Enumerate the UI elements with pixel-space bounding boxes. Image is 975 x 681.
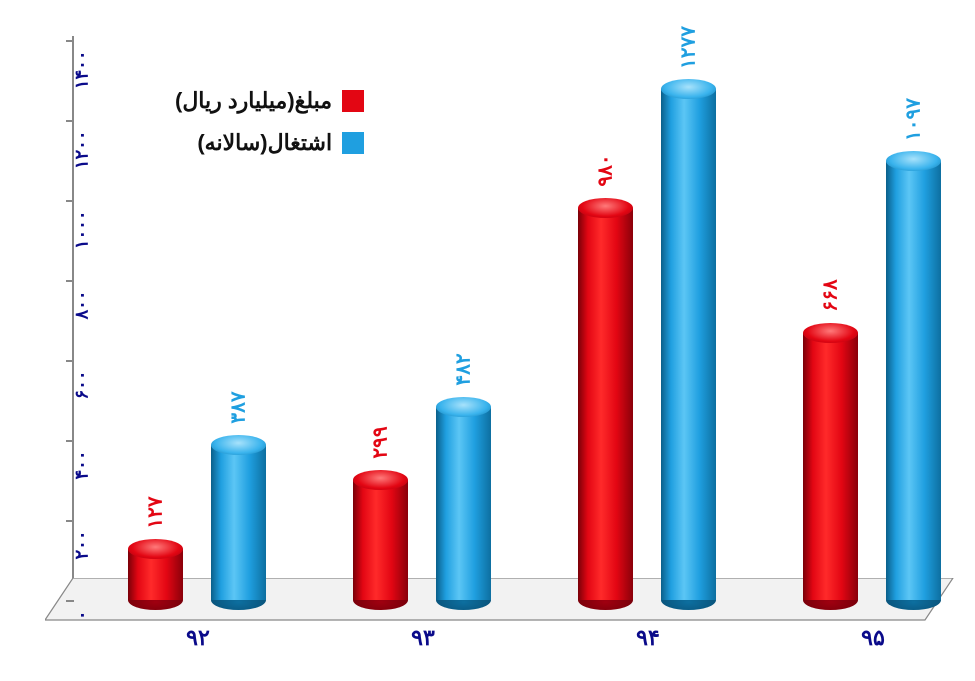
x-tick-94: ۹۴ <box>618 625 678 651</box>
legend-label-employment: اشتغال(سالانه) <box>197 130 332 156</box>
y-tick-mark <box>66 200 74 202</box>
bar-employment-93 <box>436 407 491 600</box>
bar-amount-92 <box>128 549 183 600</box>
value-label-employment-92: ۳۸۷ <box>226 373 251 443</box>
bar-amount-94 <box>578 208 633 600</box>
bar-chart: ۰ ۲۰۰ ۴۰۰ ۶۰۰ ۸۰۰ ۱۰۰۰ ۱۲۰۰ ۱۴۰۰ ۱۲۷ ۳۸۷… <box>0 0 975 677</box>
bar-employment-94 <box>661 89 716 600</box>
x-tick-93: ۹۳ <box>393 625 453 651</box>
x-tick-92: ۹۲ <box>168 625 228 651</box>
legend-item-employment: اشتغال(سالانه) <box>175 130 364 156</box>
legend-label-amount: مبلغ(میلیارد ریال) <box>175 88 332 114</box>
y-tick-5: ۱۰۰۰ <box>72 211 93 281</box>
y-tick-3: ۶۰۰ <box>72 371 93 441</box>
value-label-amount-93: ۲۹۹ <box>368 408 393 478</box>
y-tick-mark <box>66 360 74 362</box>
legend-swatch-red <box>342 90 364 112</box>
legend-item-amount: مبلغ(میلیارد ریال) <box>175 88 364 114</box>
bar-employment-95 <box>886 161 941 600</box>
y-tick-1: ۲۰۰ <box>72 531 93 601</box>
y-tick-mark <box>66 40 74 42</box>
value-label-employment-94: ۱۲۷۷ <box>676 13 701 83</box>
y-tick-mark <box>66 600 74 602</box>
value-label-amount-95: ۶۶۸ <box>818 261 843 331</box>
y-tick-mark <box>66 120 74 122</box>
value-label-employment-95: ۱۰۹۷ <box>901 85 926 155</box>
value-label-employment-93: ۴۸۲ <box>451 335 476 405</box>
y-tick-0: ۰ <box>72 611 93 681</box>
y-tick-mark <box>66 440 74 442</box>
bar-amount-95 <box>803 333 858 600</box>
y-tick-7: ۱۴۰۰ <box>72 51 93 121</box>
value-label-amount-94: ۹۸۰ <box>593 136 618 206</box>
bar-employment-92 <box>211 445 266 600</box>
y-tick-2: ۴۰۰ <box>72 451 93 521</box>
legend: مبلغ(میلیارد ریال) اشتغال(سالانه) <box>175 88 364 172</box>
y-tick-6: ۱۲۰۰ <box>72 131 93 201</box>
x-tick-95: ۹۵ <box>843 625 903 651</box>
y-tick-4: ۸۰۰ <box>72 291 93 361</box>
value-label-amount-92: ۱۲۷ <box>143 478 168 548</box>
y-tick-mark <box>66 280 74 282</box>
legend-swatch-blue <box>342 132 364 154</box>
y-tick-mark <box>66 520 74 522</box>
bar-amount-93 <box>353 480 408 600</box>
